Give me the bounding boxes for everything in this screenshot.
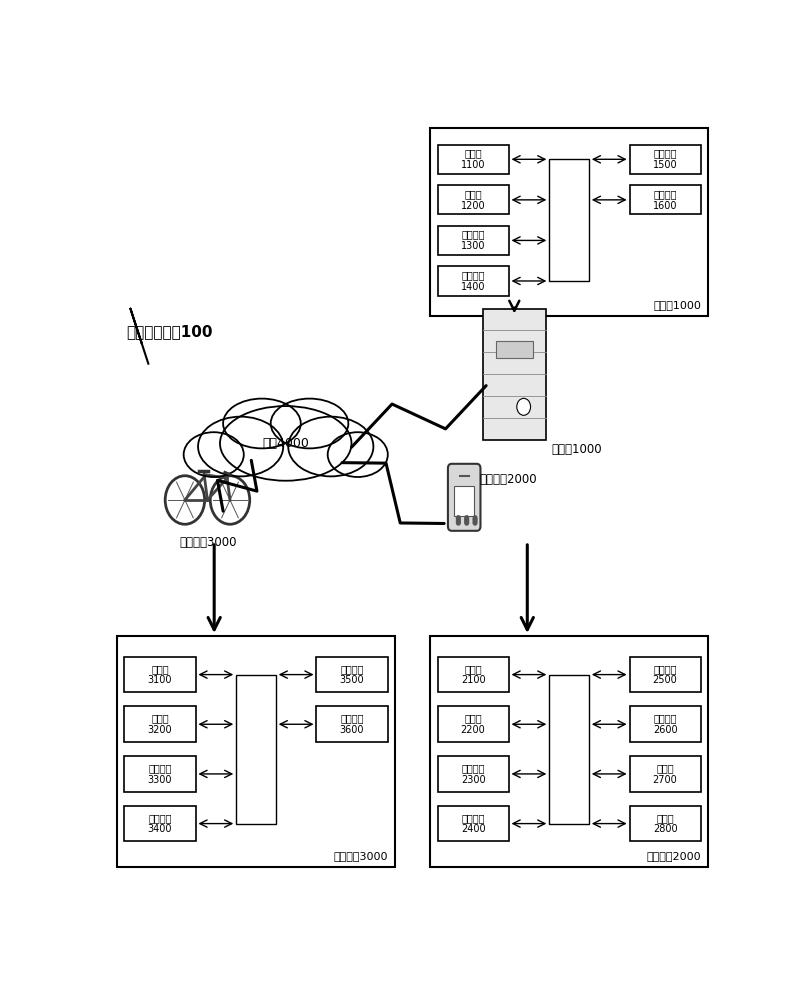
Circle shape xyxy=(473,520,477,525)
Bar xyxy=(317,706,388,742)
Text: 处理器
3100: 处理器 3100 xyxy=(148,664,172,685)
Bar xyxy=(430,128,709,316)
Text: 存储器
1200: 存储器 1200 xyxy=(461,189,486,211)
Text: 显示装置
2500: 显示装置 2500 xyxy=(653,664,677,685)
Ellipse shape xyxy=(220,406,351,481)
Bar xyxy=(629,756,701,792)
Circle shape xyxy=(465,516,469,520)
Bar xyxy=(438,756,508,792)
Text: 共享车辆3000: 共享车辆3000 xyxy=(179,536,237,549)
Text: 用户终端2000: 用户终端2000 xyxy=(480,473,537,486)
Circle shape xyxy=(457,516,461,520)
Bar xyxy=(438,226,508,255)
Text: 存储器
3200: 存储器 3200 xyxy=(148,713,172,735)
Bar xyxy=(438,185,508,214)
Text: 处理器
2100: 处理器 2100 xyxy=(461,664,486,685)
Text: 服务器1000: 服务器1000 xyxy=(552,443,603,456)
Bar xyxy=(124,657,196,692)
Text: 输出装置
3500: 输出装置 3500 xyxy=(339,664,364,685)
FancyBboxPatch shape xyxy=(448,464,481,531)
Ellipse shape xyxy=(328,432,388,477)
Text: 用户终端2000: 用户终端2000 xyxy=(646,851,701,861)
Text: 输入装置
1600: 输入装置 1600 xyxy=(653,189,677,211)
Bar xyxy=(629,657,701,692)
Circle shape xyxy=(473,518,477,523)
Text: 通信装置
2400: 通信装置 2400 xyxy=(461,813,486,834)
Text: 输入装置
2600: 输入装置 2600 xyxy=(653,713,677,735)
Bar xyxy=(438,145,508,174)
Circle shape xyxy=(517,398,531,415)
Text: 共享车辆3000: 共享车辆3000 xyxy=(333,851,388,861)
Bar xyxy=(438,266,508,296)
Circle shape xyxy=(457,518,461,523)
Bar xyxy=(116,636,395,867)
Text: 输入装置
3600: 输入装置 3600 xyxy=(339,713,364,735)
Bar xyxy=(430,636,709,867)
Text: 接口装置
1300: 接口装置 1300 xyxy=(461,230,486,251)
Bar xyxy=(438,806,508,841)
Bar xyxy=(629,806,701,841)
Text: 麦克风
2800: 麦克风 2800 xyxy=(653,813,677,834)
Bar xyxy=(124,806,196,841)
Ellipse shape xyxy=(288,417,373,476)
Text: 网络4000: 网络4000 xyxy=(263,437,309,450)
Text: 接口装置
2300: 接口装置 2300 xyxy=(461,763,486,785)
Circle shape xyxy=(457,520,461,525)
Text: 存储器
2200: 存储器 2200 xyxy=(461,713,486,735)
Circle shape xyxy=(465,520,469,525)
Circle shape xyxy=(465,518,469,523)
Text: 共享车辆系统100: 共享车辆系统100 xyxy=(126,324,213,339)
Bar xyxy=(483,309,545,440)
Ellipse shape xyxy=(271,399,348,448)
Ellipse shape xyxy=(198,417,284,476)
Bar xyxy=(549,675,589,824)
Bar xyxy=(549,159,589,281)
Text: 接口装置
3300: 接口装置 3300 xyxy=(148,763,172,785)
Text: 显示装置
1500: 显示装置 1500 xyxy=(653,148,677,170)
Text: 通信装置
3400: 通信装置 3400 xyxy=(148,813,172,834)
Text: 通信装置
1400: 通信装置 1400 xyxy=(461,270,486,292)
Text: 服务器1000: 服务器1000 xyxy=(653,300,701,310)
Bar xyxy=(495,341,533,358)
Bar xyxy=(438,706,508,742)
Bar xyxy=(454,486,474,516)
Text: 扬声器
2700: 扬声器 2700 xyxy=(653,763,677,785)
Ellipse shape xyxy=(223,399,301,448)
Text: 处理器
1100: 处理器 1100 xyxy=(461,148,486,170)
Bar xyxy=(124,706,196,742)
Ellipse shape xyxy=(183,432,244,477)
Bar xyxy=(124,756,196,792)
Bar xyxy=(629,185,701,214)
Circle shape xyxy=(473,516,477,520)
Bar xyxy=(629,706,701,742)
Bar xyxy=(317,657,388,692)
Bar xyxy=(438,657,508,692)
Bar xyxy=(629,145,701,174)
Bar xyxy=(236,675,276,824)
